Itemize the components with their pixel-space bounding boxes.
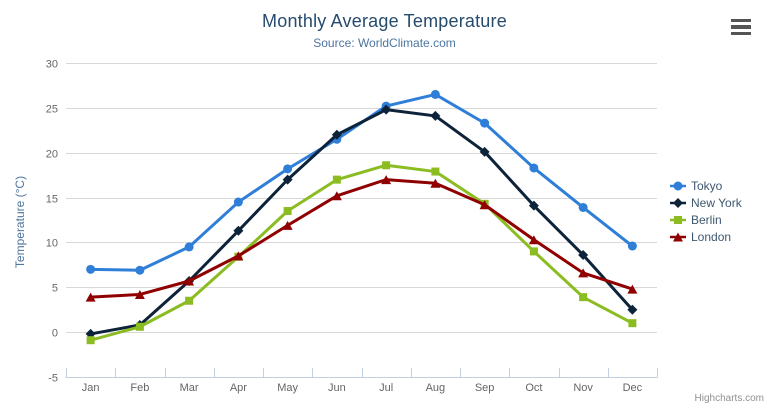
y-tick-label: 5 <box>52 283 58 295</box>
data-point-circle-marker <box>673 181 683 190</box>
x-tick-label: Oct <box>525 382 542 394</box>
hamburger-bar <box>731 31 751 36</box>
hamburger-icon[interactable] <box>729 16 753 38</box>
legend-triangle-symbol <box>670 232 686 241</box>
data-point-square-marker[interactable] <box>185 296 194 305</box>
legend-circle-symbol <box>670 181 686 190</box>
data-point-square-marker[interactable] <box>86 336 95 345</box>
data-point-triangle-marker[interactable] <box>233 251 244 261</box>
data-point-square-marker[interactable] <box>332 175 341 184</box>
data-point-diamond-marker[interactable] <box>331 129 342 140</box>
x-tick-label: Sep <box>475 382 495 394</box>
data-point-circle-marker[interactable] <box>233 197 243 207</box>
data-point-triangle-marker <box>673 232 683 241</box>
data-point-triangle-marker[interactable] <box>430 178 441 188</box>
data-point-diamond-marker[interactable] <box>282 174 293 185</box>
data-point-triangle-marker[interactable] <box>85 292 96 302</box>
series-tokyo <box>86 89 637 275</box>
data-point-square-marker[interactable] <box>628 319 637 328</box>
y-tick-label: 20 <box>46 149 58 161</box>
data-point-triangle-marker[interactable] <box>282 220 293 230</box>
legend-label-berlin: Berlin <box>691 212 722 227</box>
legend-square-symbol <box>670 215 686 224</box>
legend-item-tokyo[interactable]: Tokyo <box>670 177 742 194</box>
series-line-london <box>89 178 634 299</box>
x-tick-label: Feb <box>130 382 149 394</box>
data-point-triangle-marker[interactable] <box>578 268 589 278</box>
legend-item-new-york[interactable]: New York <box>670 194 742 211</box>
data-point-diamond-marker[interactable] <box>430 110 441 121</box>
legend-label-london: London <box>691 229 732 244</box>
x-tick-label: Dec <box>623 382 643 394</box>
y-tick-label: 0 <box>52 328 58 340</box>
data-point-triangle-marker[interactable] <box>184 276 195 286</box>
data-point-triangle-marker[interactable] <box>331 191 342 201</box>
data-point-diamond-marker[interactable] <box>578 249 589 260</box>
data-point-diamond-marker[interactable] <box>381 104 392 115</box>
data-point-diamond-marker[interactable] <box>627 304 638 315</box>
data-point-circle-marker[interactable] <box>578 202 588 212</box>
y-tick-label: 15 <box>46 194 58 206</box>
series-line-berlin <box>89 163 634 342</box>
data-point-square-marker[interactable] <box>579 293 588 302</box>
chart-subtitle: Source: WorldClimate.com <box>313 36 456 50</box>
data-point-circle-marker[interactable] <box>135 265 145 275</box>
x-tick-label: Jul <box>379 382 393 394</box>
data-point-circle-marker[interactable] <box>430 89 440 99</box>
series-london <box>85 175 638 302</box>
data-point-square-marker <box>674 215 682 224</box>
legend-diamond-symbol <box>670 197 686 208</box>
data-point-square-marker[interactable] <box>135 322 144 331</box>
data-point-circle-marker[interactable] <box>86 264 96 274</box>
data-point-square-marker[interactable] <box>382 161 391 170</box>
y-tick-label: 10 <box>46 238 58 250</box>
y-tick-label: 30 <box>46 59 58 71</box>
data-point-diamond-marker[interactable] <box>528 200 539 211</box>
y-tick-label: -5 <box>48 373 58 385</box>
data-point-circle-marker[interactable] <box>529 163 539 173</box>
x-tick-label: Mar <box>180 382 199 394</box>
x-tick-label: Nov <box>573 382 593 394</box>
data-point-circle-marker[interactable] <box>480 118 490 128</box>
x-tick-label: May <box>277 382 298 394</box>
data-point-diamond-marker <box>673 197 683 208</box>
data-point-triangle-marker[interactable] <box>627 284 638 294</box>
data-point-triangle-marker[interactable] <box>381 175 392 185</box>
legend: Tokyo New York Berlin London <box>670 177 742 245</box>
hamburger-bar <box>731 18 751 23</box>
x-tick-label: Jan <box>82 382 100 394</box>
chart-title: Monthly Average Temperature <box>262 11 507 31</box>
data-point-diamond-marker[interactable] <box>479 146 490 157</box>
data-point-square-marker[interactable] <box>283 207 292 216</box>
hamburger-bar <box>731 25 751 29</box>
data-point-square-marker[interactable] <box>529 247 538 256</box>
data-point-circle-marker[interactable] <box>283 164 293 174</box>
x-tick-label: Aug <box>426 382 446 394</box>
data-point-square-marker[interactable] <box>431 167 440 176</box>
y-tick-label: 25 <box>46 104 58 116</box>
legend-item-berlin[interactable]: Berlin <box>670 211 742 228</box>
legend-label-tokyo: Tokyo <box>691 178 723 193</box>
credits-link[interactable]: Highcharts.com <box>694 393 764 404</box>
data-point-circle-marker[interactable] <box>184 242 194 252</box>
data-point-triangle-marker[interactable] <box>134 289 145 299</box>
data-point-diamond-marker[interactable] <box>233 225 244 236</box>
x-tick-label: Apr <box>230 382 247 394</box>
legend-label-new-york: New York <box>691 195 742 210</box>
data-point-circle-marker[interactable] <box>627 241 637 251</box>
series-line-new-york <box>89 108 634 336</box>
series-new-york <box>85 104 638 339</box>
data-point-triangle-marker[interactable] <box>479 200 490 210</box>
x-tick-label: Jun <box>328 382 346 394</box>
data-point-triangle-marker[interactable] <box>528 235 539 245</box>
legend-item-london[interactable]: London <box>670 228 742 245</box>
